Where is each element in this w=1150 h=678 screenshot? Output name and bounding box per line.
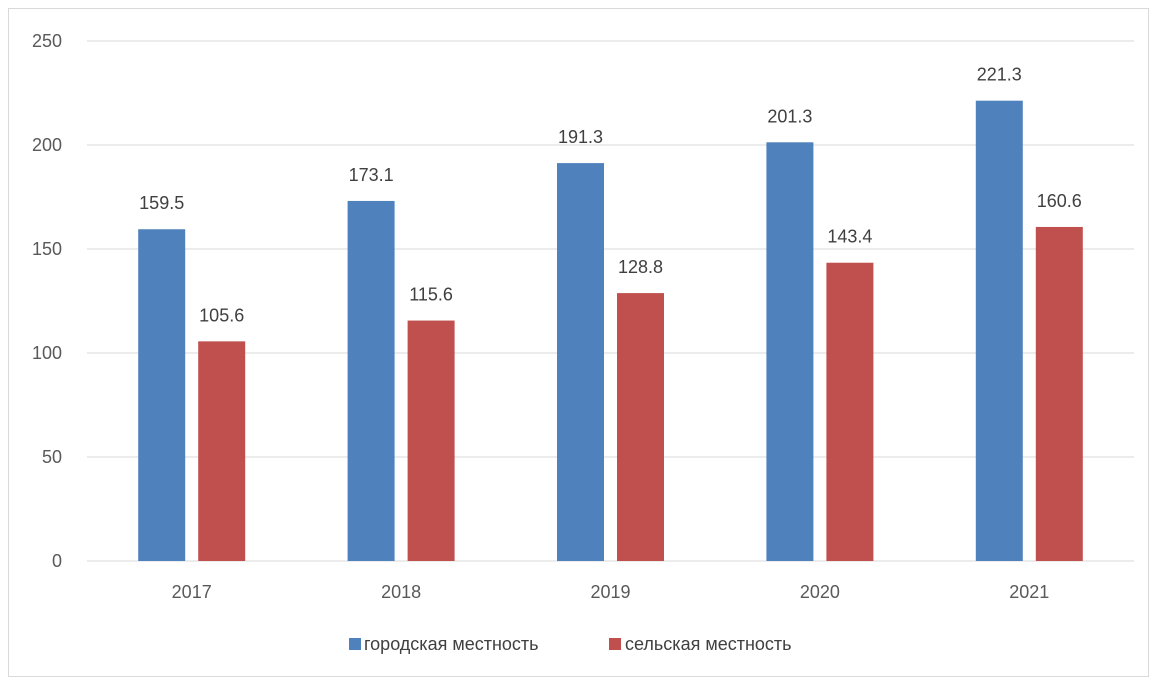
bar-urban bbox=[557, 163, 604, 561]
bar-rural bbox=[617, 293, 664, 561]
y-tick-label: 0 bbox=[52, 551, 62, 571]
y-tick-label: 50 bbox=[42, 447, 62, 467]
x-tick-label: 2021 bbox=[1009, 582, 1049, 602]
data-label: 105.6 bbox=[199, 305, 244, 325]
data-label: 159.5 bbox=[139, 193, 184, 213]
x-tick-label: 2018 bbox=[381, 582, 421, 602]
y-tick-label: 200 bbox=[32, 135, 62, 155]
data-label: 201.3 bbox=[767, 106, 812, 126]
x-tick-label: 2020 bbox=[800, 582, 840, 602]
bar-urban bbox=[766, 142, 814, 561]
bar-rural bbox=[826, 262, 874, 561]
legend-label: сельская местность bbox=[625, 634, 792, 654]
legend-swatch bbox=[349, 638, 361, 650]
bar-rural bbox=[407, 320, 455, 561]
data-label: 115.6 bbox=[409, 285, 453, 305]
legend-label: городская местность bbox=[364, 634, 539, 654]
data-label: 173.1 bbox=[349, 165, 394, 185]
data-label: 191.3 bbox=[558, 127, 603, 147]
data-label: 128.8 bbox=[618, 257, 663, 277]
y-tick-label: 150 bbox=[32, 239, 62, 259]
data-label: 221.3 bbox=[977, 65, 1022, 85]
bar-urban bbox=[347, 200, 395, 561]
x-tick-label: 2019 bbox=[590, 582, 630, 602]
y-tick-label: 100 bbox=[32, 343, 62, 363]
bar-urban bbox=[138, 229, 186, 562]
x-tick-label: 2017 bbox=[172, 582, 212, 602]
bar-urban bbox=[975, 100, 1023, 562]
bar-rural bbox=[1035, 226, 1083, 561]
data-label: 143.4 bbox=[827, 227, 872, 247]
bar-rural bbox=[198, 341, 246, 561]
y-tick-label: 250 bbox=[32, 31, 62, 51]
data-label: 160.6 bbox=[1037, 191, 1082, 211]
legend-swatch bbox=[609, 638, 621, 650]
